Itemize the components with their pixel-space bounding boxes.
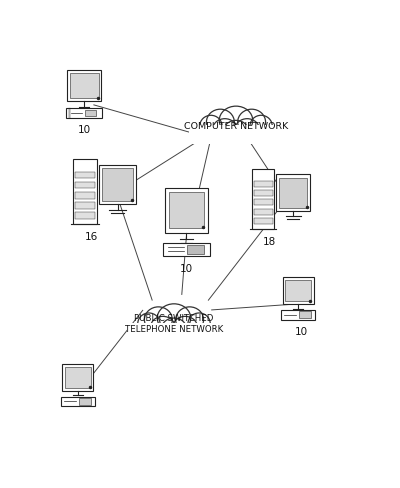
Ellipse shape	[176, 307, 204, 333]
FancyBboxPatch shape	[165, 188, 208, 233]
Ellipse shape	[150, 317, 175, 338]
FancyBboxPatch shape	[163, 243, 210, 257]
FancyBboxPatch shape	[70, 74, 99, 99]
FancyBboxPatch shape	[126, 324, 222, 342]
Ellipse shape	[157, 304, 191, 333]
FancyBboxPatch shape	[254, 191, 272, 197]
FancyBboxPatch shape	[285, 281, 311, 302]
FancyBboxPatch shape	[279, 179, 307, 208]
Text: 10: 10	[180, 264, 193, 274]
FancyBboxPatch shape	[61, 397, 95, 407]
Text: COMPUTER NETWORK: COMPUTER NETWORK	[184, 122, 288, 131]
FancyBboxPatch shape	[187, 246, 204, 254]
Ellipse shape	[162, 318, 186, 339]
Ellipse shape	[212, 120, 237, 141]
Ellipse shape	[173, 317, 198, 338]
FancyBboxPatch shape	[65, 367, 91, 388]
FancyBboxPatch shape	[75, 213, 95, 220]
FancyBboxPatch shape	[254, 219, 272, 224]
Ellipse shape	[144, 307, 172, 333]
Text: 10: 10	[294, 326, 308, 336]
FancyBboxPatch shape	[66, 108, 102, 119]
FancyBboxPatch shape	[169, 193, 204, 229]
Ellipse shape	[188, 313, 210, 335]
FancyBboxPatch shape	[67, 71, 101, 102]
FancyBboxPatch shape	[99, 165, 136, 205]
FancyBboxPatch shape	[102, 169, 133, 202]
Ellipse shape	[238, 110, 266, 136]
Ellipse shape	[138, 313, 160, 335]
FancyBboxPatch shape	[75, 203, 95, 209]
FancyBboxPatch shape	[62, 364, 94, 391]
FancyBboxPatch shape	[73, 159, 97, 224]
Ellipse shape	[219, 107, 253, 135]
Ellipse shape	[200, 116, 222, 138]
Ellipse shape	[224, 121, 248, 142]
Ellipse shape	[206, 110, 234, 136]
FancyBboxPatch shape	[188, 126, 284, 145]
FancyBboxPatch shape	[254, 200, 272, 206]
Text: 10: 10	[78, 125, 91, 135]
FancyBboxPatch shape	[281, 310, 315, 320]
FancyBboxPatch shape	[252, 169, 274, 229]
Text: PUBLIC SWITCHED
TELEPHONE NETWORK: PUBLIC SWITCHED TELEPHONE NETWORK	[125, 314, 223, 333]
FancyBboxPatch shape	[254, 209, 272, 215]
FancyBboxPatch shape	[75, 183, 95, 189]
Text: 16: 16	[85, 232, 98, 242]
FancyBboxPatch shape	[75, 172, 95, 179]
FancyBboxPatch shape	[78, 398, 90, 405]
Ellipse shape	[235, 120, 260, 141]
FancyBboxPatch shape	[282, 278, 314, 305]
FancyBboxPatch shape	[75, 193, 95, 199]
Text: 18: 18	[262, 236, 276, 246]
Ellipse shape	[250, 116, 272, 138]
FancyBboxPatch shape	[276, 175, 310, 211]
FancyBboxPatch shape	[254, 182, 272, 187]
FancyBboxPatch shape	[85, 111, 96, 117]
FancyBboxPatch shape	[299, 312, 311, 319]
